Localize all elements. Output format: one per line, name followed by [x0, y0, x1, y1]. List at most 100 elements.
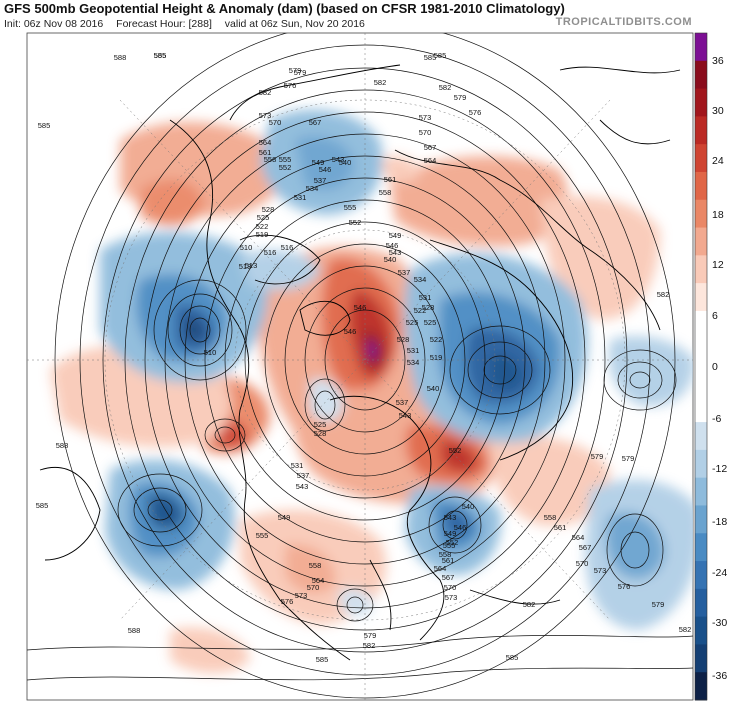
contour-label: 564 — [572, 533, 585, 542]
contour-label: 558 — [439, 550, 452, 559]
contour-label: 585 — [154, 51, 167, 60]
colorbar-swatch — [695, 33, 707, 62]
colorbar-swatch — [695, 533, 707, 562]
contour-label: 570 — [444, 583, 457, 592]
contour-label: 546 — [344, 327, 357, 336]
contour-label: 558 — [544, 513, 557, 522]
contour-label: 510 — [204, 348, 217, 357]
colorbar-swatch — [695, 588, 707, 618]
colorbar-swatch — [695, 171, 707, 201]
contour-label: 549 — [278, 513, 291, 522]
contour-label: 564 — [259, 138, 272, 147]
colorbar-tick-label: -6 — [712, 413, 721, 425]
contour-label: 582 — [439, 83, 452, 92]
colorbar-swatch — [695, 199, 707, 229]
colorbar-swatch — [695, 644, 707, 673]
contour-label: 582 — [374, 78, 387, 87]
colorbar-swatch — [695, 338, 707, 367]
contour-label: 525 — [314, 420, 327, 429]
contour-label: 546 — [354, 303, 367, 312]
contour-label: 549 — [444, 529, 457, 538]
contour-label: 537 — [297, 471, 310, 480]
colorbar-tick-label: 0 — [712, 361, 718, 373]
contour-label: 573 — [445, 593, 458, 602]
contour-label: 549 — [312, 158, 325, 167]
contour-label: 573 — [295, 591, 308, 600]
contour-label: 582 — [657, 290, 670, 299]
contour-label: 519 — [256, 230, 269, 239]
contour-label: 570 — [269, 118, 282, 127]
contour-labels: 5855855825795765735705675645615585555525… — [36, 51, 692, 664]
contour-label: 531 — [407, 346, 420, 355]
contour-label: 570 — [576, 559, 589, 568]
contour-label: 579 — [454, 93, 467, 102]
contour-label: 531 — [294, 193, 307, 202]
colorbar-swatch — [695, 449, 707, 479]
graticule — [27, 33, 693, 700]
contour-label: 546 — [319, 165, 332, 174]
contour-label: 579 — [294, 68, 307, 77]
contour-label: 579 — [289, 66, 302, 75]
contour-label: 537 — [396, 398, 409, 407]
contour-label: 534 — [306, 184, 319, 193]
contour-label: 576 — [284, 81, 297, 90]
contour-label: 540 — [462, 502, 475, 511]
contour-label: 549 — [389, 231, 402, 240]
contour-label: 567 — [309, 118, 322, 127]
colorbar-swatch — [695, 310, 707, 340]
contour-label: 558 — [379, 188, 392, 197]
contour-label: 522 — [414, 306, 427, 315]
colorbar-ticks: 36 30 24 18 12 6 0 -6 -12 -18 -24 -30 -36 — [712, 55, 727, 682]
colorbar-tick-label: 6 — [712, 310, 718, 322]
contour-label: 546 — [454, 523, 467, 532]
contour-label: 555 — [344, 203, 357, 212]
contour-label: 561 — [442, 556, 455, 565]
contour-label: 525 — [406, 318, 419, 327]
contour-label: 567 — [424, 143, 437, 152]
contour-label: 525 — [257, 213, 270, 222]
colorbar-swatch — [695, 116, 707, 145]
contour-label: 543 — [444, 513, 457, 522]
contour-label: 585 — [506, 653, 519, 662]
colorbar-swatch — [695, 366, 707, 395]
contour-label: 543 — [332, 155, 345, 164]
contour-label: 570 — [419, 128, 432, 137]
contour-label: 555 — [443, 541, 456, 550]
forecast-hour: Forecast Hour: [288] — [116, 18, 212, 30]
brand-watermark: TROPICALTIDBITS.COM — [555, 16, 692, 28]
contour-label: 564 — [434, 564, 447, 573]
contour-label: 588 — [114, 53, 127, 62]
contour-label: 540 — [427, 384, 440, 393]
contour-label: 531 — [291, 461, 304, 470]
contour-label: 585 — [38, 121, 51, 130]
contour-label: 573 — [259, 111, 272, 120]
contour-label: 555 — [154, 51, 167, 60]
contour-label: 540 — [384, 255, 397, 264]
init-time: Init: 06z Nov 08 2016 — [4, 18, 104, 30]
colorbar-swatch — [695, 144, 707, 173]
contour-label: 573 — [419, 113, 432, 122]
contour-label: 585 — [434, 51, 447, 60]
contour-label: 567 — [442, 573, 455, 582]
contour-label: 585 — [36, 501, 49, 510]
contour-label: 534 — [414, 275, 427, 284]
contour-label: 588 — [56, 441, 69, 450]
colorbar-swatch — [695, 255, 707, 284]
colorbar-swatch — [695, 60, 707, 90]
contour-label: 513 — [245, 261, 258, 270]
contour-label: 519 — [430, 353, 443, 362]
contour-label: 561 — [259, 148, 272, 157]
contour-label: 585 — [424, 53, 437, 62]
contour-label: 528 — [397, 335, 410, 344]
colorbar-tick-label: 36 — [712, 55, 724, 67]
contour-label: 564 — [424, 156, 437, 165]
contour-label: 528 — [422, 303, 435, 312]
colorbar-tick-label: -36 — [712, 670, 727, 682]
contour-label: 534 — [407, 358, 420, 367]
coastlines — [39, 64, 681, 661]
contour-label: 546 — [386, 241, 399, 250]
contour-label: 555 — [279, 155, 292, 164]
contour-label: 585 — [316, 655, 329, 664]
colorbar-tick-label: -12 — [712, 463, 727, 475]
